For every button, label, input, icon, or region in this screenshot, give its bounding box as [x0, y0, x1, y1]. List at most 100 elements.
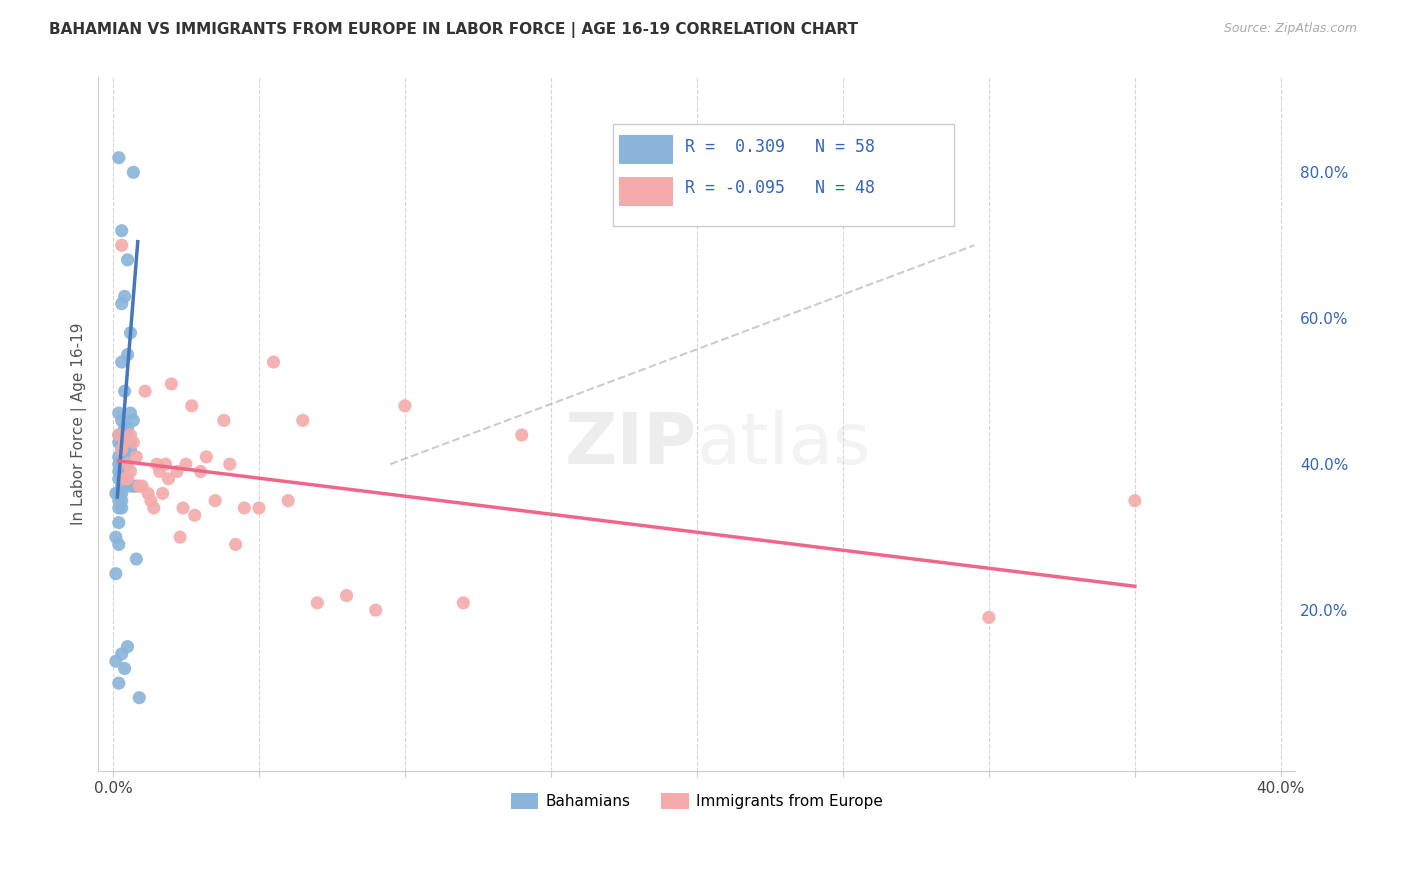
Point	[107, 537, 129, 551]
Point	[107, 457, 129, 471]
Point	[114, 472, 136, 486]
Point	[142, 500, 165, 515]
Point	[122, 413, 145, 427]
Point	[114, 289, 136, 303]
Point	[111, 442, 134, 457]
FancyBboxPatch shape	[619, 177, 673, 206]
Point	[111, 428, 134, 442]
Point	[117, 428, 139, 442]
Point	[107, 516, 129, 530]
Point	[277, 493, 299, 508]
Point	[111, 465, 134, 479]
Point	[134, 384, 156, 399]
Point	[117, 472, 139, 486]
Point	[107, 428, 129, 442]
Point	[263, 355, 285, 369]
Point	[120, 479, 142, 493]
Point	[1123, 493, 1146, 508]
Point	[155, 457, 177, 471]
Point	[111, 296, 134, 310]
Point	[111, 457, 134, 471]
Point	[149, 465, 172, 479]
Point	[107, 465, 129, 479]
Point	[114, 384, 136, 399]
Point	[225, 537, 247, 551]
Point	[104, 654, 127, 668]
Point	[152, 486, 174, 500]
Point	[114, 435, 136, 450]
Point	[117, 348, 139, 362]
Point	[114, 472, 136, 486]
Point	[111, 442, 134, 457]
Point	[111, 647, 134, 661]
Point	[218, 457, 240, 471]
Text: R =  0.309   N = 58: R = 0.309 N = 58	[685, 137, 875, 156]
FancyBboxPatch shape	[619, 135, 673, 164]
Point	[139, 493, 162, 508]
Text: R = -0.095   N = 48: R = -0.095 N = 48	[685, 179, 875, 197]
Point	[169, 530, 191, 544]
Point	[128, 690, 150, 705]
Point	[111, 435, 134, 450]
Point	[180, 399, 202, 413]
Point	[111, 486, 134, 500]
Point	[111, 500, 134, 515]
Point	[114, 661, 136, 675]
Point	[195, 450, 218, 464]
Point	[104, 566, 127, 581]
Text: atlas: atlas	[697, 410, 872, 479]
Point	[247, 500, 270, 515]
Point	[111, 479, 134, 493]
Text: Source: ZipAtlas.com: Source: ZipAtlas.com	[1223, 22, 1357, 36]
Point	[204, 493, 226, 508]
Point	[111, 472, 134, 486]
Point	[291, 413, 314, 427]
Point	[122, 435, 145, 450]
Point	[190, 465, 212, 479]
Point	[107, 493, 129, 508]
Point	[107, 500, 129, 515]
Point	[125, 552, 148, 566]
Point	[114, 420, 136, 434]
FancyBboxPatch shape	[613, 124, 955, 227]
Point	[114, 435, 136, 450]
Point	[307, 596, 329, 610]
Point	[117, 457, 139, 471]
Point	[125, 450, 148, 464]
Point	[111, 238, 134, 252]
Point	[111, 224, 134, 238]
Point	[114, 457, 136, 471]
Point	[364, 603, 387, 617]
Point	[172, 500, 194, 515]
Point	[107, 472, 129, 486]
Point	[510, 428, 533, 442]
Point	[107, 428, 129, 442]
Point	[107, 151, 129, 165]
Point	[107, 450, 129, 464]
Point	[122, 165, 145, 179]
Point	[117, 420, 139, 434]
Point	[107, 435, 129, 450]
Point	[111, 413, 134, 427]
Point	[107, 676, 129, 690]
Point	[122, 479, 145, 493]
Point	[131, 479, 153, 493]
Point	[453, 596, 475, 610]
Point	[212, 413, 235, 427]
Point	[104, 530, 127, 544]
Text: ZIP: ZIP	[565, 410, 697, 479]
Point	[335, 589, 357, 603]
Text: BAHAMIAN VS IMMIGRANTS FROM EUROPE IN LABOR FORCE | AGE 16-19 CORRELATION CHART: BAHAMIAN VS IMMIGRANTS FROM EUROPE IN LA…	[49, 22, 858, 38]
Point	[233, 500, 256, 515]
Point	[145, 457, 167, 471]
Point	[114, 450, 136, 464]
Point	[120, 428, 142, 442]
Point	[120, 435, 142, 450]
Legend: Bahamians, Immigrants from Europe: Bahamians, Immigrants from Europe	[505, 787, 890, 815]
Point	[117, 252, 139, 267]
Point	[120, 465, 142, 479]
Point	[136, 486, 159, 500]
Point	[166, 465, 188, 479]
Point	[183, 508, 205, 523]
Point	[120, 326, 142, 340]
